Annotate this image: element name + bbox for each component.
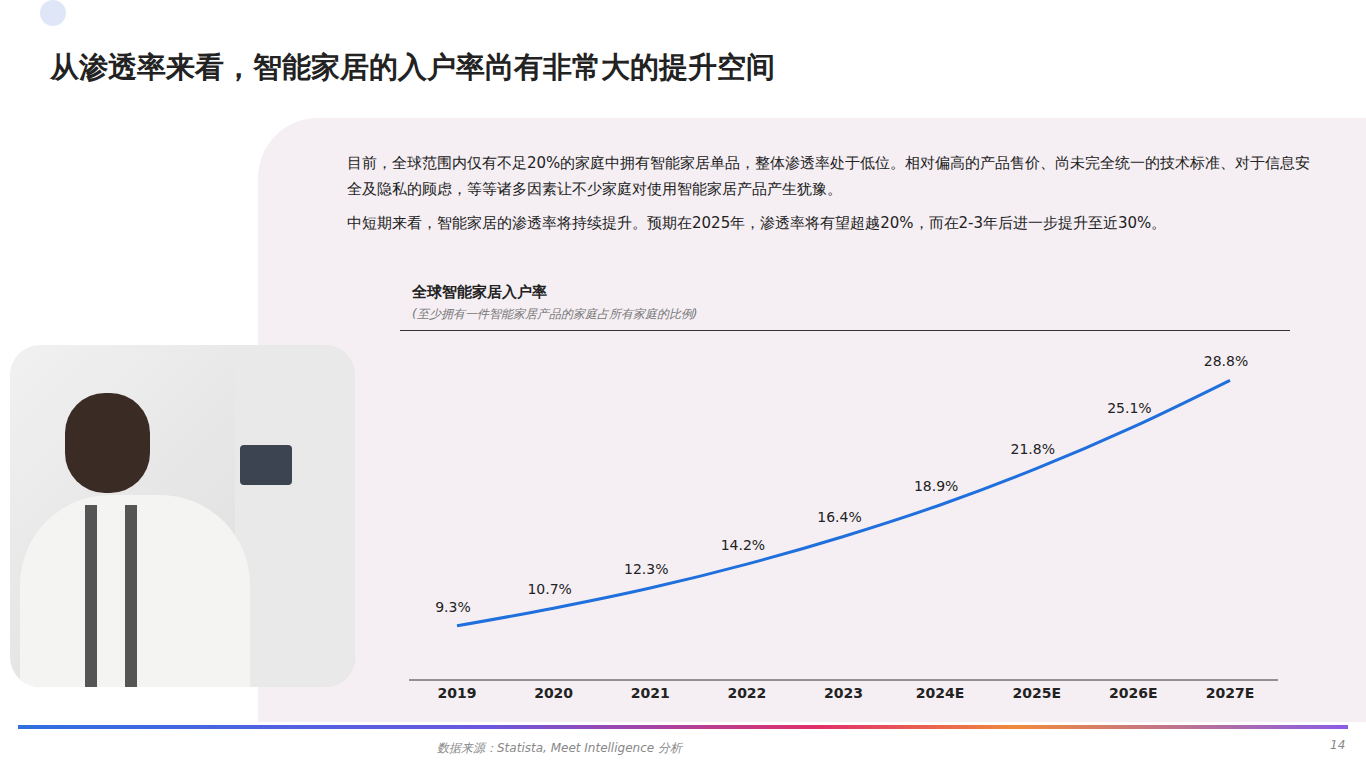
svg-text:21.8%: 21.8% bbox=[1011, 441, 1055, 457]
svg-text:18.9%: 18.9% bbox=[914, 478, 958, 494]
html-text:(至少拥有一件智能家居产品的家庭占所有家庭的比例): (至少拥有一件智能家居产品的家庭占所有家庭的比例) bbox=[412, 307, 698, 321]
html-text:全球智能家居入户率: 全球智能家居入户率 bbox=[412, 283, 547, 301]
svg-text:2023: 2023 bbox=[824, 685, 863, 701]
svg-text:2022: 2022 bbox=[727, 685, 766, 701]
html-text:中短期来看，智能家居的渗透率将持续提升。预期在2025年，渗: 中短期来看，智能家居的渗透率将持续提升。预期在2025年，渗透率将有望超越20%… bbox=[347, 214, 1167, 232]
svg-text:2026E: 2026E bbox=[1109, 685, 1158, 701]
svg-text:2020: 2020 bbox=[534, 685, 573, 701]
svg-text:14.2%: 14.2% bbox=[721, 537, 765, 553]
svg-text:12.3%: 12.3% bbox=[624, 561, 668, 577]
svg-text:9.3%: 9.3% bbox=[435, 599, 471, 615]
svg-text:10.7%: 10.7% bbox=[527, 581, 571, 597]
svg-text:2019: 2019 bbox=[438, 685, 477, 701]
svg-text:2021: 2021 bbox=[631, 685, 670, 701]
svg-text:16.4%: 16.4% bbox=[817, 509, 861, 525]
svg-text:2025E: 2025E bbox=[1012, 685, 1061, 701]
svg-text:2027E: 2027E bbox=[1206, 685, 1255, 701]
html-text:14: 14 bbox=[1330, 738, 1346, 752]
svg-text:25.1%: 25.1% bbox=[1107, 400, 1151, 416]
html-text:目前，全球范围内仅有不足20%的家庭中拥有智能家居单品，整体: 目前，全球范围内仅有不足20%的家庭中拥有智能家居单品，整体渗透率处于低位。相对… bbox=[347, 154, 1311, 198]
svg-text:28.8%: 28.8% bbox=[1204, 353, 1248, 369]
svg-text:2024E: 2024E bbox=[916, 685, 965, 701]
html-text:数据来源：Statista, Meet Intelligen: 数据来源：Statista, Meet Intelligence 分析 bbox=[437, 741, 682, 755]
html-text:从渗透率来看，智能家居的入户率尚有非常大的提升空间: 从渗透率来看，智能家居的入户率尚有非常大的提升空间 bbox=[50, 50, 775, 84]
